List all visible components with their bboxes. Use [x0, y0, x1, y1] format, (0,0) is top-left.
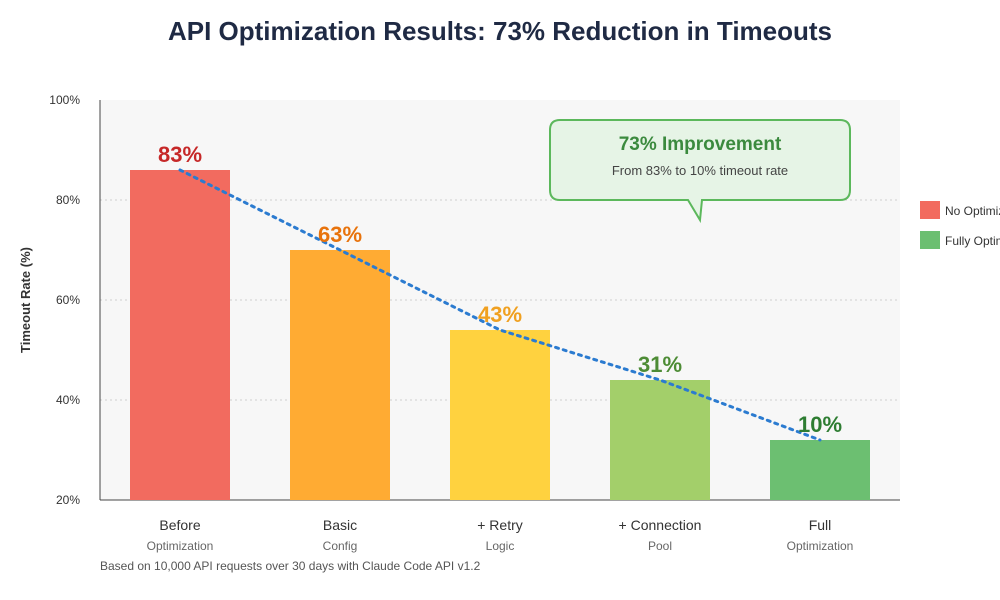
- bars: [130, 170, 870, 500]
- y-tick-label: 20%: [56, 493, 80, 507]
- legend-swatch-fully-optimized: [920, 231, 940, 249]
- bar: [130, 170, 230, 500]
- footnote: Based on 10,000 API requests over 30 day…: [100, 559, 481, 573]
- annotation-callout: 73% Improvement From 83% to 10% timeout …: [549, 119, 851, 224]
- x-tick-sublabel: Pool: [648, 539, 672, 553]
- x-tick-label: Full: [809, 517, 832, 533]
- annotation-box: [549, 119, 851, 224]
- y-axis-label: Timeout Rate (%): [18, 247, 33, 353]
- trend-line: [178, 168, 822, 442]
- chart-title: API Optimization Results: 73% Reduction …: [168, 16, 832, 46]
- bar: [290, 250, 390, 500]
- data-label: 43%: [478, 302, 522, 327]
- x-tick-sublabel: Optimization: [147, 539, 214, 553]
- y-tick-labels: 20% 40% 60% 80% 100%: [49, 93, 80, 507]
- bar: [450, 330, 550, 500]
- x-tick-sublabel: Logic: [486, 539, 515, 553]
- x-tick-label: + Connection: [619, 517, 702, 533]
- legend-label-fully-optimized: Fully Optim: [945, 234, 1000, 248]
- legend: No Optimiz Fully Optim: [920, 201, 1000, 249]
- x-tick-label: Before: [159, 517, 200, 533]
- data-label: 31%: [638, 352, 682, 377]
- x-tick-labels: Before Optimization Basic Config + Retry Logi…: [147, 517, 854, 553]
- x-tick-label: + Retry: [477, 517, 523, 533]
- y-tick-label: 40%: [56, 393, 80, 407]
- annotation-subtitle: From 83% to 10% timeout rate: [612, 163, 788, 178]
- data-label: 83%: [158, 142, 202, 167]
- y-tick-label: 80%: [56, 193, 80, 207]
- data-label: 10%: [798, 412, 842, 437]
- y-tick-label: 100%: [49, 93, 80, 107]
- bar: [770, 440, 870, 500]
- data-labels: 83% 63% 43% 31% 10%: [158, 142, 842, 437]
- y-tick-label: 60%: [56, 293, 80, 307]
- data-label: 63%: [318, 222, 362, 247]
- annotation-title: 73% Improvement: [619, 134, 782, 155]
- legend-label-no-optimization: No Optimiz: [945, 204, 1000, 218]
- x-tick-label: Basic: [323, 517, 357, 533]
- x-tick-sublabel: Optimization: [787, 539, 854, 553]
- legend-swatch-no-optimization: [920, 201, 940, 219]
- x-tick-sublabel: Config: [323, 539, 358, 553]
- bar: [610, 380, 710, 500]
